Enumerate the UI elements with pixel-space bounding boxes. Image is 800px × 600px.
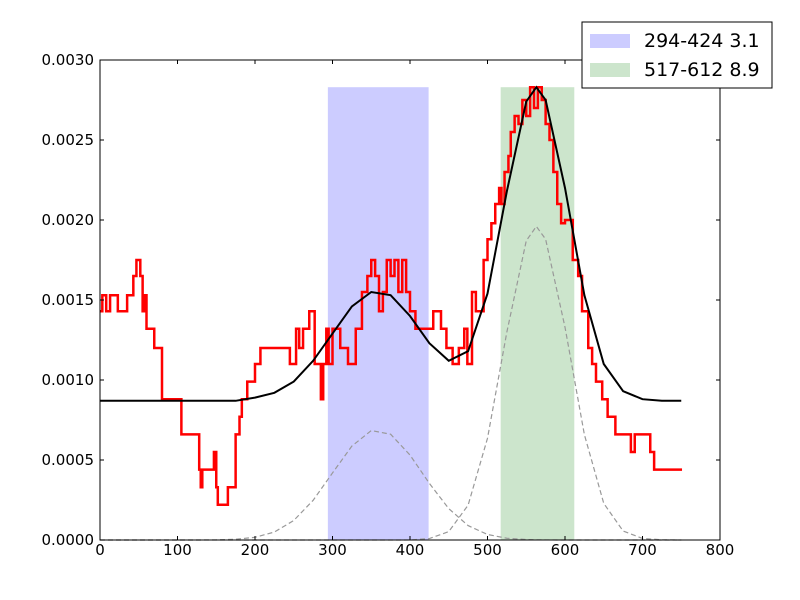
legend-label: 294-424 3.1 bbox=[644, 30, 760, 52]
y-tick-label: 0.0010 bbox=[42, 371, 95, 389]
series-line bbox=[100, 85, 683, 507]
legend-swatch bbox=[590, 34, 630, 48]
span bbox=[327, 87, 429, 540]
x-tick-label: 800 bbox=[706, 541, 735, 559]
y-tick-label: 0.0005 bbox=[42, 451, 95, 469]
x-tick-label: 700 bbox=[628, 541, 657, 559]
x-tick-label: 200 bbox=[241, 541, 270, 559]
y-tick-label: 0.0030 bbox=[42, 51, 95, 69]
y-tick-label: 0.0025 bbox=[42, 131, 95, 149]
y-tick-label: 0.0020 bbox=[42, 211, 95, 229]
x-tick-label: 400 bbox=[396, 541, 425, 559]
x-tick-label: 500 bbox=[473, 541, 502, 559]
legend-label: 517-612 8.9 bbox=[644, 59, 760, 81]
series-line bbox=[100, 85, 682, 402]
legend-swatch bbox=[590, 63, 630, 77]
y-tick-label: 0.0000 bbox=[42, 531, 95, 549]
y-tick-label: 0.0015 bbox=[42, 291, 95, 309]
x-tick-label: 600 bbox=[551, 541, 580, 559]
x-tick-label: 0 bbox=[95, 541, 105, 559]
x-tick-label: 300 bbox=[318, 541, 347, 559]
x-tick-label: 100 bbox=[163, 541, 192, 559]
